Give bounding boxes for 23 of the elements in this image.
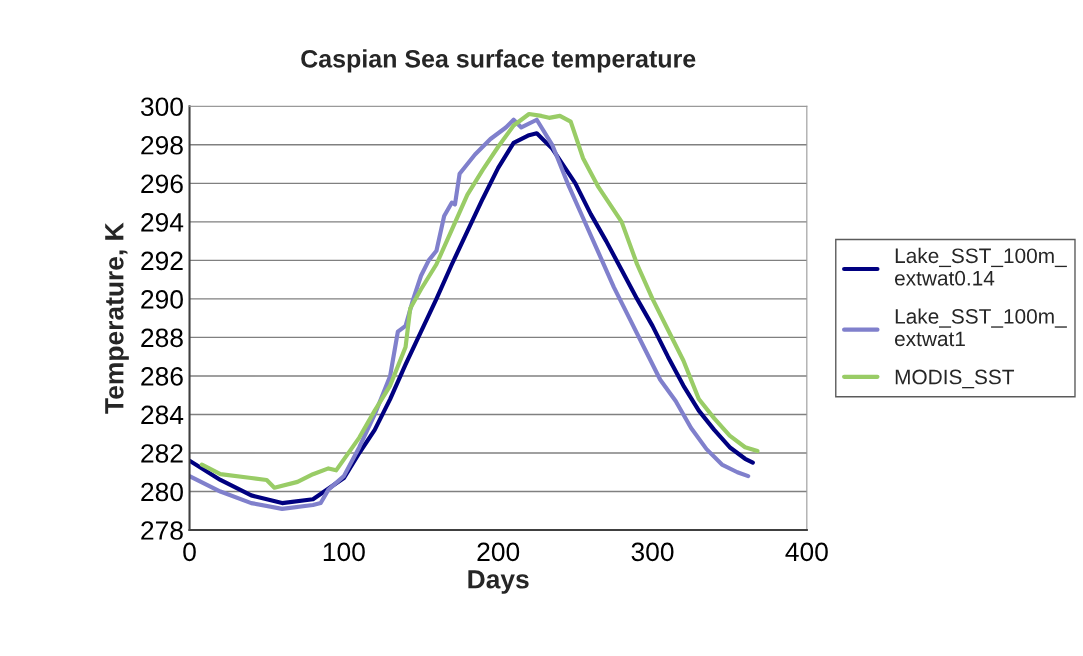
- y-tick-label: 294: [141, 212, 184, 232]
- x-tick-label: 0: [183, 542, 196, 562]
- y-tick-label: 298: [141, 135, 183, 155]
- y-tick-label: 292: [141, 251, 183, 271]
- y-tick-label: 290: [141, 290, 183, 309]
- y-tick-label: 288: [141, 328, 183, 348]
- y-tick-label: 296: [141, 174, 183, 194]
- y-tick-label: 300: [140, 97, 183, 117]
- x-tick-label: 300: [631, 542, 674, 562]
- x-tick-label: 200: [477, 542, 520, 562]
- y-tick-label: 280: [141, 482, 183, 502]
- legend-label: MODIS_SST: [895, 369, 1015, 389]
- y-tick-label: 282: [141, 444, 183, 463]
- chart-title: Caspian Sea surface temperature: [301, 49, 696, 73]
- y-axis-title: Temperature, K: [105, 222, 129, 414]
- x-axis-title: Days: [468, 570, 529, 594]
- y-tick-label: 284: [141, 405, 184, 425]
- y-tick-label: 278: [141, 521, 183, 540]
- legend-label: Lake_SST_100m_ extwat1: [894, 308, 1067, 347]
- legend-label: Lake_SST_100m_ extwat0.14: [894, 247, 1067, 286]
- y-tick-label: 286: [141, 367, 183, 386]
- x-tick-label: 100: [323, 542, 365, 562]
- x-tick-label: 400: [785, 542, 828, 562]
